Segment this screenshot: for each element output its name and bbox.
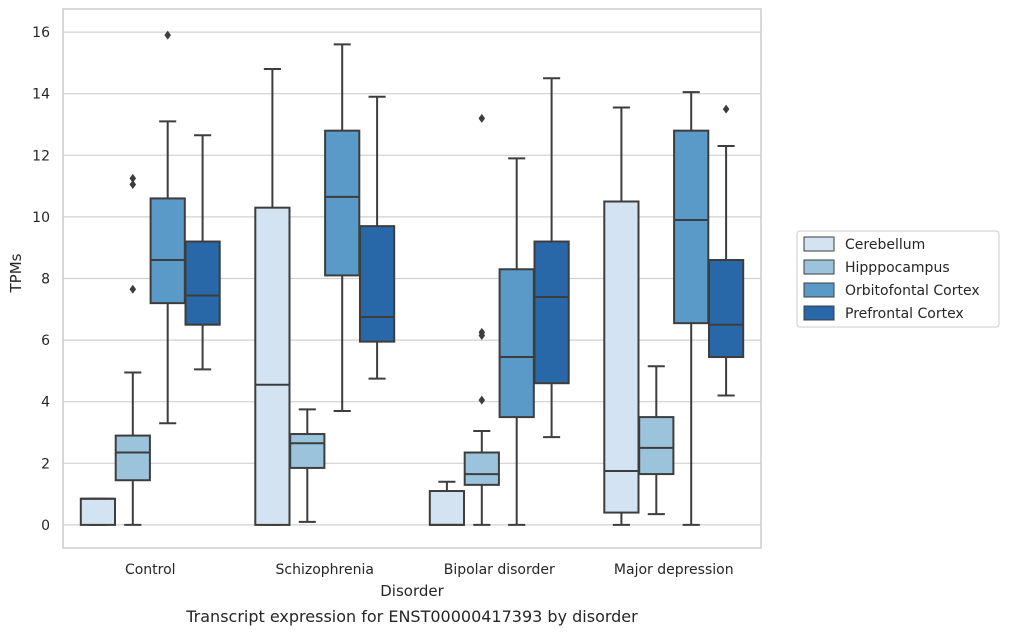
box-body: [428, 490, 466, 526]
legend-swatch: [803, 305, 835, 321]
outlier-point: [478, 395, 486, 405]
outlier-point: [129, 173, 137, 183]
box-body: [79, 497, 117, 526]
outlier-point: [129, 180, 137, 190]
box-groups: [79, 30, 745, 526]
box-hipppocampus: [638, 365, 675, 516]
box-body: [114, 434, 151, 482]
plot-frame: [62, 8, 762, 549]
legend-label: Cerebellum: [845, 237, 925, 253]
box-hipppocampus: [463, 113, 500, 526]
box-cerebellum: [254, 68, 291, 526]
outlier-point: [129, 284, 137, 294]
box-body: [603, 200, 640, 514]
legend: Cerebellum Hipppocampus Orbitofontal Corte…: [796, 230, 1000, 328]
y-tick-label: 10: [32, 210, 50, 226]
legend-swatch: [803, 236, 835, 252]
box-hipppocampus: [114, 173, 151, 526]
box-body: [324, 129, 361, 277]
x-tick-label: Control: [125, 562, 176, 578]
outlier-point: [722, 104, 730, 114]
legend-label: Orbitofontal Cortex: [845, 283, 980, 299]
box-orbitofontal-cortex: [498, 157, 535, 526]
outlier-point: [478, 113, 486, 123]
box-body: [463, 451, 500, 486]
box-prefrontal-cortex: [184, 134, 221, 371]
x-tick-label: Schizophrenia: [276, 562, 374, 578]
y-tick-label: 6: [41, 333, 50, 349]
box-body: [184, 240, 221, 326]
box-body: [707, 259, 745, 359]
legend-label: Hipppocampus: [845, 260, 950, 276]
box-prefrontal-cortex: [358, 95, 396, 380]
box-body: [673, 129, 710, 325]
box-cerebellum: [603, 106, 640, 526]
box-body: [498, 268, 535, 419]
legend-swatch: [803, 282, 835, 298]
y-tick-label: 0: [41, 518, 50, 534]
box-orbitofontal-cortex: [149, 30, 186, 425]
y-tick-label: 12: [32, 148, 50, 164]
outlier-point: [478, 327, 486, 337]
y-tick-label: 2: [41, 456, 50, 472]
box-hipppocampus: [289, 408, 326, 523]
y-tick-label: 16: [32, 25, 50, 41]
box-body: [289, 433, 326, 469]
y-axis-label: TPMs: [7, 253, 25, 293]
box-body: [149, 197, 186, 305]
x-tick-label: Major depression: [614, 562, 734, 578]
y-axis-ticks: 0 2 4 6 8 10 12 14 16: [32, 25, 50, 534]
box-body: [254, 206, 291, 526]
box-body: [358, 225, 396, 343]
legend-label: Prefrontal Cortex: [845, 306, 964, 322]
chart-caption: Transcript expression for ENST0000041739…: [185, 607, 638, 626]
box-orbitofontal-cortex: [324, 43, 361, 412]
legend-frame: [796, 230, 1000, 328]
box-cerebellum: [79, 497, 117, 526]
y-tick-label: 8: [41, 272, 50, 288]
box-orbitofontal-cortex: [673, 91, 710, 526]
box-body: [638, 416, 675, 476]
x-tick-label: Bipolar disorder: [444, 562, 555, 578]
x-axis-label: Disorder: [380, 582, 444, 600]
x-axis-ticks: Control Schizophrenia Bipolar disorder Majo…: [125, 562, 734, 578]
outlier-point: [164, 30, 171, 40]
y-tick-label: 4: [41, 395, 50, 411]
box-prefrontal-cortex: [533, 77, 570, 439]
box-body: [533, 240, 570, 385]
legend-swatch: [803, 259, 835, 275]
box-cerebellum: [428, 480, 466, 526]
box-prefrontal-cortex: [707, 104, 745, 397]
y-tick-label: 14: [32, 87, 50, 103]
